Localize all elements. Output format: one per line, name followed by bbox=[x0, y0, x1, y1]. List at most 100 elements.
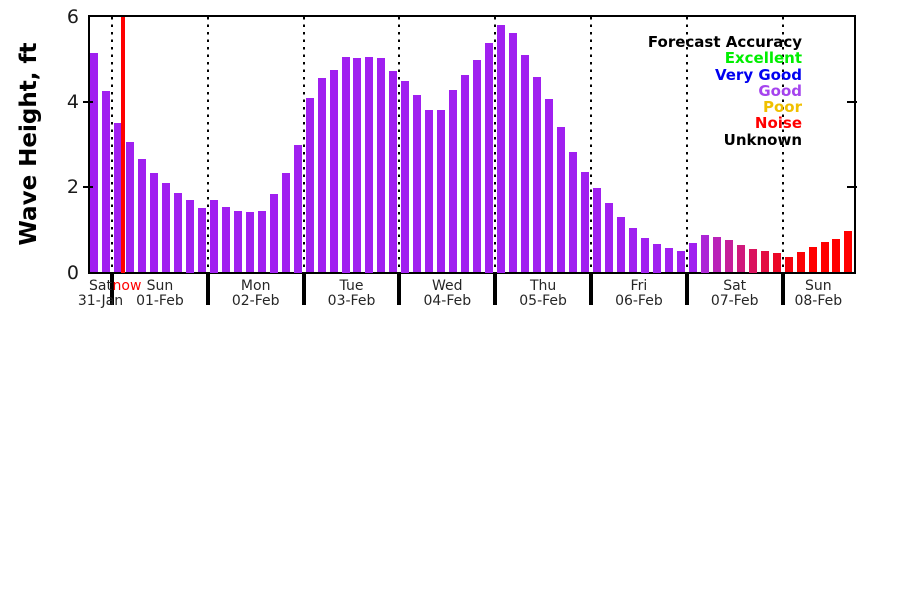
wave-bar bbox=[748, 249, 757, 273]
wave-bar bbox=[664, 248, 673, 273]
wave-bar bbox=[173, 192, 182, 273]
wave-bar bbox=[652, 243, 661, 273]
day-label: Sat 31-Jan bbox=[78, 279, 123, 309]
day-boundary-axis-tick bbox=[301, 274, 306, 305]
wave-bar bbox=[832, 238, 841, 273]
legend-item-very-good: Very Good bbox=[714, 65, 802, 84]
forecast-accuracy-legend: Forecast Accuracy Excellent Very Good Go… bbox=[648, 34, 802, 148]
y-tick-mark-right bbox=[847, 186, 857, 189]
y-axis-label: Wave Height, ft bbox=[16, 42, 42, 246]
day-label: Wed 04-Feb bbox=[423, 279, 471, 309]
now-marker-label: now bbox=[112, 278, 142, 294]
wave-bar bbox=[425, 110, 434, 273]
day-date: 05-Feb bbox=[519, 293, 567, 309]
wave-bar bbox=[185, 200, 194, 273]
wave-bar bbox=[712, 237, 721, 273]
day-date: 01-Feb bbox=[136, 293, 184, 309]
wave-bar bbox=[509, 32, 518, 273]
wave-bar bbox=[844, 231, 853, 273]
day-boundary-axis-tick bbox=[205, 274, 210, 305]
wave-bar bbox=[305, 97, 314, 273]
day-boundary-axis-tick bbox=[493, 274, 498, 305]
day-label: Sat 07-Feb bbox=[711, 279, 759, 309]
wave-bar bbox=[808, 246, 817, 273]
wave-bar bbox=[796, 251, 805, 273]
wave-bar bbox=[593, 188, 601, 273]
day-boundary-dotted-line bbox=[590, 17, 592, 272]
wave-bar bbox=[281, 172, 290, 273]
day-label: Fri 06-Feb bbox=[615, 279, 663, 309]
wave-bar bbox=[784, 256, 793, 273]
day-date: 04-Feb bbox=[423, 293, 472, 309]
day-boundary-dotted-line bbox=[685, 17, 688, 272]
day-name: Sat bbox=[723, 278, 747, 294]
day-date: 31-Jan bbox=[77, 293, 124, 309]
wave-bar bbox=[413, 95, 422, 273]
day-label: Mon 02-Feb bbox=[232, 279, 280, 309]
wave-bar bbox=[233, 210, 242, 273]
day-name: Sun bbox=[146, 278, 174, 294]
y-tick-label: 0 bbox=[66, 261, 79, 284]
wave-bar bbox=[245, 211, 254, 273]
wave-bar bbox=[137, 159, 146, 273]
wave-bar bbox=[820, 242, 829, 273]
wave-bar bbox=[149, 173, 158, 273]
y-tick-label: 4 bbox=[66, 90, 79, 113]
wave-bar bbox=[317, 78, 326, 273]
day-name: Tue bbox=[339, 278, 364, 294]
day-boundary-dotted-line bbox=[302, 17, 305, 272]
wave-bar bbox=[616, 216, 625, 273]
wave-bar bbox=[604, 203, 613, 273]
wave-bar bbox=[581, 172, 589, 273]
wave-bar bbox=[209, 200, 218, 273]
wave-bar bbox=[197, 207, 206, 273]
wave-bar bbox=[569, 151, 577, 273]
day-date: 03-Feb bbox=[327, 293, 376, 309]
wave-bar bbox=[221, 206, 230, 273]
day-label: Tue 03-Feb bbox=[328, 279, 376, 309]
wave-bar bbox=[557, 126, 565, 273]
day-name: Thu bbox=[529, 278, 557, 294]
day-boundary-axis-tick bbox=[780, 274, 785, 305]
y-tick-mark-left bbox=[83, 100, 93, 103]
y-tick-mark-right bbox=[847, 100, 857, 103]
day-boundary-dotted-line bbox=[111, 17, 113, 272]
now-marker-line bbox=[121, 17, 125, 273]
day-name: Sun bbox=[804, 278, 832, 294]
wave-bar bbox=[90, 52, 98, 273]
day-boundary-axis-tick bbox=[684, 274, 689, 305]
day-date: 08-Feb bbox=[794, 293, 843, 309]
wave-bar bbox=[521, 54, 530, 273]
wave-bar bbox=[437, 110, 446, 273]
wave-bar bbox=[628, 228, 637, 273]
wave-bar bbox=[365, 57, 374, 273]
day-boundary-dotted-line bbox=[494, 17, 497, 272]
wave-bar bbox=[449, 90, 458, 273]
day-date: 06-Feb bbox=[615, 293, 663, 309]
wave-bar bbox=[401, 80, 410, 273]
day-date: 07-Feb bbox=[710, 293, 759, 309]
day-label: Sun 01-Feb bbox=[136, 279, 184, 309]
y-tick-label: 6 bbox=[66, 5, 79, 28]
wave-bar bbox=[497, 25, 506, 273]
y-tick-mark-left bbox=[83, 186, 93, 189]
legend-item-excellent: Excellent bbox=[724, 49, 802, 68]
wave-bar bbox=[461, 75, 470, 273]
day-name: Mon bbox=[240, 278, 271, 294]
wave-bar bbox=[269, 194, 278, 273]
day-boundary-dotted-line bbox=[781, 17, 784, 272]
wave-bar bbox=[161, 182, 170, 273]
day-boundary-dotted-line bbox=[206, 17, 209, 272]
day-label: Thu 05-Feb bbox=[519, 279, 567, 309]
day-boundary-dotted-line bbox=[398, 17, 401, 272]
day-name: Fri bbox=[630, 278, 648, 294]
wave-bar bbox=[485, 43, 494, 273]
wave-bar bbox=[688, 242, 697, 273]
wave-bar bbox=[473, 60, 482, 273]
wave-bar bbox=[640, 237, 649, 273]
legend-item-noise: Noise bbox=[754, 114, 802, 133]
wave-bar bbox=[125, 142, 134, 273]
day-boundary-axis-tick bbox=[397, 274, 402, 305]
wave-bar bbox=[545, 98, 553, 273]
